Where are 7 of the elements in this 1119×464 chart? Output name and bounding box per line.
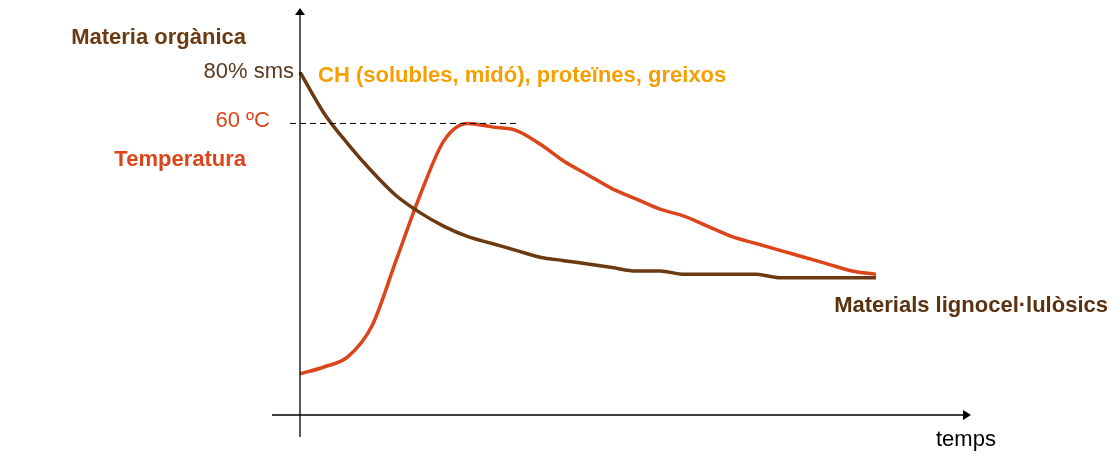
annotation: Materials lignocel·lulòsics — [834, 292, 1108, 318]
x-axis-title: temps — [936, 426, 996, 452]
ref-line-label: 60 ºC — [215, 106, 271, 132]
annotation: CH (solubles, midó), proteïnes, greixos — [318, 62, 727, 88]
text: Temperatura — [114, 145, 247, 171]
annotation: 80% sms — [203, 58, 294, 84]
text: Materia orgànica — [71, 24, 247, 50]
